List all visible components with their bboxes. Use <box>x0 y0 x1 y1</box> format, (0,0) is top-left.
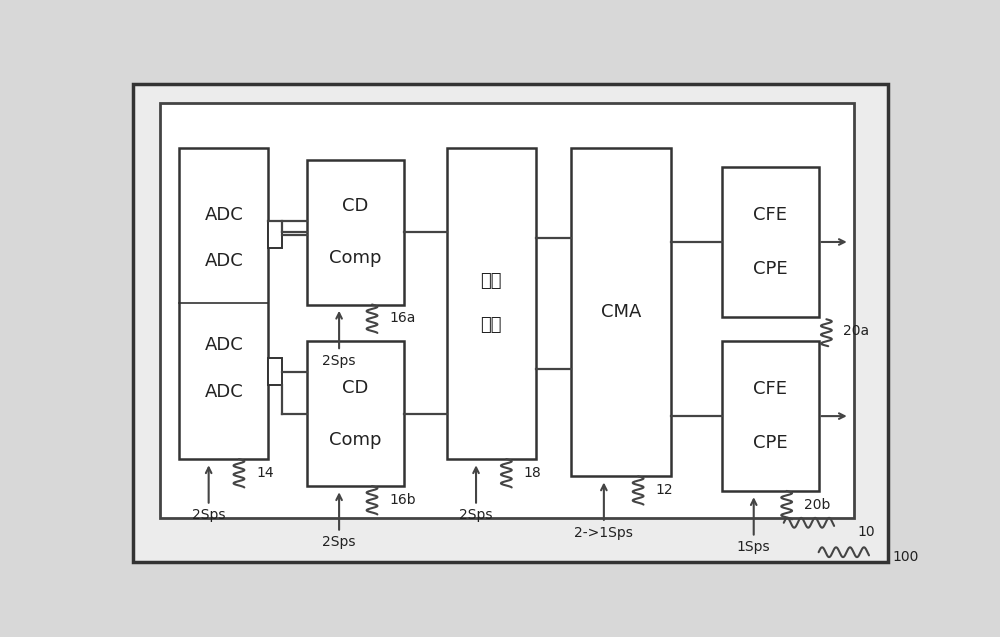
Text: 1Sps: 1Sps <box>737 540 771 554</box>
Text: 2Sps: 2Sps <box>322 354 356 368</box>
Bar <box>179 148 268 459</box>
Text: 16b: 16b <box>389 493 416 506</box>
Text: CFE: CFE <box>753 206 787 224</box>
Text: CD: CD <box>342 378 369 397</box>
Text: 恢复: 恢复 <box>480 317 502 334</box>
Text: 12: 12 <box>655 483 673 497</box>
Text: Comp: Comp <box>329 249 382 267</box>
Text: 14: 14 <box>256 466 274 480</box>
Bar <box>307 341 404 486</box>
Text: CPE: CPE <box>753 260 788 278</box>
Bar <box>307 160 404 304</box>
Text: 18: 18 <box>523 466 541 480</box>
Bar <box>160 103 854 518</box>
Text: 16a: 16a <box>389 311 415 326</box>
Text: CMA: CMA <box>601 303 641 321</box>
Text: ADC: ADC <box>204 336 243 354</box>
Bar <box>722 341 819 491</box>
Text: 2Sps: 2Sps <box>192 508 225 522</box>
Bar <box>268 221 282 248</box>
Text: ADC: ADC <box>204 206 243 224</box>
Text: ADC: ADC <box>204 252 243 270</box>
Text: CPE: CPE <box>753 434 788 452</box>
Bar <box>447 148 536 459</box>
Text: 100: 100 <box>892 550 919 564</box>
Text: CFE: CFE <box>753 380 787 398</box>
Text: Comp: Comp <box>329 431 382 448</box>
Text: ADC: ADC <box>204 383 243 401</box>
Text: CD: CD <box>342 197 369 215</box>
Text: 10: 10 <box>857 526 875 540</box>
Text: 2Sps: 2Sps <box>459 508 493 522</box>
Bar <box>571 148 671 476</box>
Text: 2Sps: 2Sps <box>322 536 356 549</box>
Bar <box>722 167 819 317</box>
Text: 20a: 20a <box>843 324 870 338</box>
Text: 时钟: 时钟 <box>480 272 502 290</box>
Text: 2->1Sps: 2->1Sps <box>574 526 633 540</box>
Bar <box>268 359 282 385</box>
Text: 20b: 20b <box>804 497 830 512</box>
